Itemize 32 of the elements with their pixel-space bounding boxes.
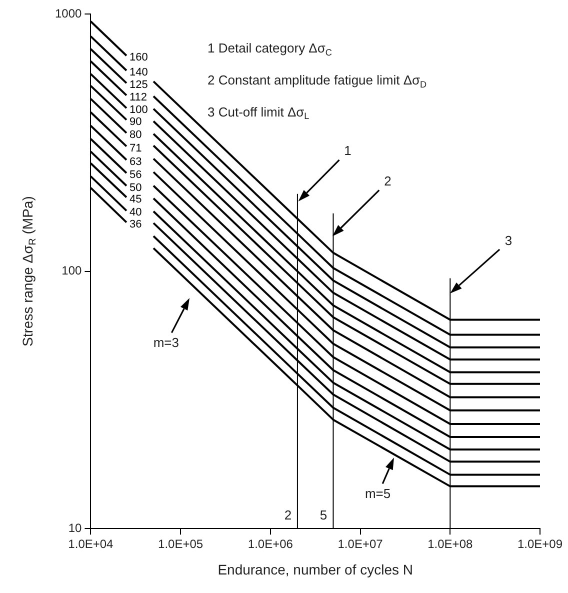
series-label: 36 — [129, 218, 142, 230]
x-tick-label: 1.0E+08 — [428, 537, 473, 552]
series-label: 63 — [129, 156, 142, 168]
y-tick-label: 1000 — [54, 6, 82, 20]
annotation: 3 — [504, 233, 512, 248]
series-label: 56 — [129, 169, 142, 182]
annotation: m=3 — [153, 334, 180, 350]
x-tick-label: 1.0E+09 — [517, 537, 563, 552]
series-label: 160 — [129, 52, 148, 64]
x-tick-label: 1.0E+04 — [68, 537, 114, 552]
series-label: 112 — [129, 91, 147, 104]
y-axis-title: Stress range ΔσR (MPa) — [20, 196, 39, 346]
series-label: 40 — [129, 206, 142, 219]
annotation: 1 — [344, 142, 352, 158]
series-label: 90 — [129, 116, 142, 128]
series-label: 71 — [129, 142, 142, 154]
series-label: 80 — [129, 128, 142, 141]
annotation: 2 — [284, 507, 292, 522]
series-label: 100 — [129, 104, 148, 116]
series-label: 45 — [129, 193, 142, 206]
series-label: 50 — [129, 182, 142, 194]
y-tick-label: 10 — [68, 520, 82, 535]
annotation: 2 — [384, 173, 392, 188]
annotation: 5 — [320, 507, 328, 522]
x-tick-label: 1.0E+05 — [158, 537, 204, 552]
x-tick-label: 1.0E+07 — [338, 537, 384, 552]
series-label: 140 — [129, 66, 148, 79]
annotation: m=5 — [364, 486, 391, 502]
x-tick-label: 1.0E+06 — [248, 537, 294, 552]
series-label: 125 — [129, 79, 148, 92]
x-axis-title: Endurance, number of cycles N — [218, 561, 414, 578]
y-tick-label: 100 — [62, 264, 82, 278]
